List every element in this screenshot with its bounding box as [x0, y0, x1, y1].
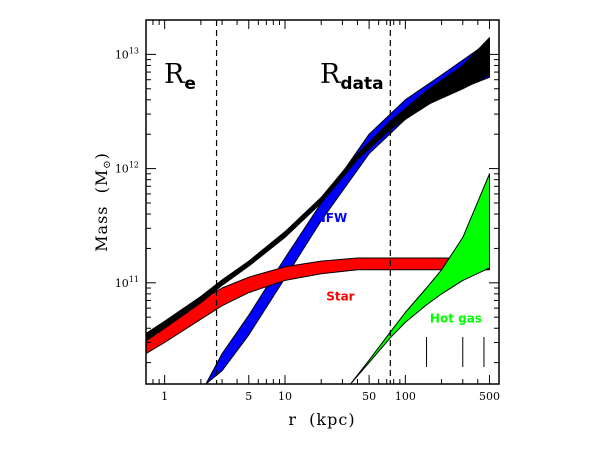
y-tick-label-1e13: 1013 — [115, 46, 139, 61]
y-axis-unit-suffix: ) — [92, 152, 111, 159]
x-tick-label-50: 50 — [362, 390, 376, 403]
x-tick-label-100: 100 — [395, 390, 416, 403]
y-tick-label-1e12: 1012 — [115, 161, 139, 176]
tick-labels: 1 5 10 50 100 500 1011 1012 1013 — [115, 46, 500, 403]
y-axis-title: Mass (M⊙) — [92, 152, 113, 252]
series-label-star: Star — [326, 289, 354, 303]
x-tick-label-1: 1 — [161, 390, 168, 403]
series-label-hot-gas: Hot gas — [430, 311, 482, 325]
y-axis-unit-prefix: (M — [92, 169, 111, 194]
series-label-nfw: NFW — [316, 211, 347, 225]
axis-ticks — [145, 19, 500, 384]
x-axis-label: r — [288, 410, 297, 429]
plot-frame — [145, 19, 500, 385]
x-tick-label-10: 10 — [278, 390, 292, 403]
y-axis-label: Mass — [92, 206, 111, 252]
plot-area — [146, 37, 490, 384]
y-tick-label-1e11: 1011 — [115, 275, 139, 290]
x-tick-label-500: 500 — [479, 390, 500, 403]
marker-label-e: Re — [164, 59, 196, 94]
marker-label-data: Rdata — [320, 59, 384, 94]
y-axis-unit-symbol: ⊙ — [102, 159, 113, 168]
vertical-markers: Re Rdata — [164, 20, 391, 384]
series-band-total-mass — [146, 37, 490, 342]
x-axis-title: r (kpc) — [288, 410, 355, 429]
x-tick-label-5: 5 — [245, 390, 252, 403]
series-band-hot-gas — [350, 173, 490, 384]
x-axis-unit: (kpc) — [309, 410, 355, 429]
series-labels: NFW Star Hot gas — [316, 211, 482, 325]
